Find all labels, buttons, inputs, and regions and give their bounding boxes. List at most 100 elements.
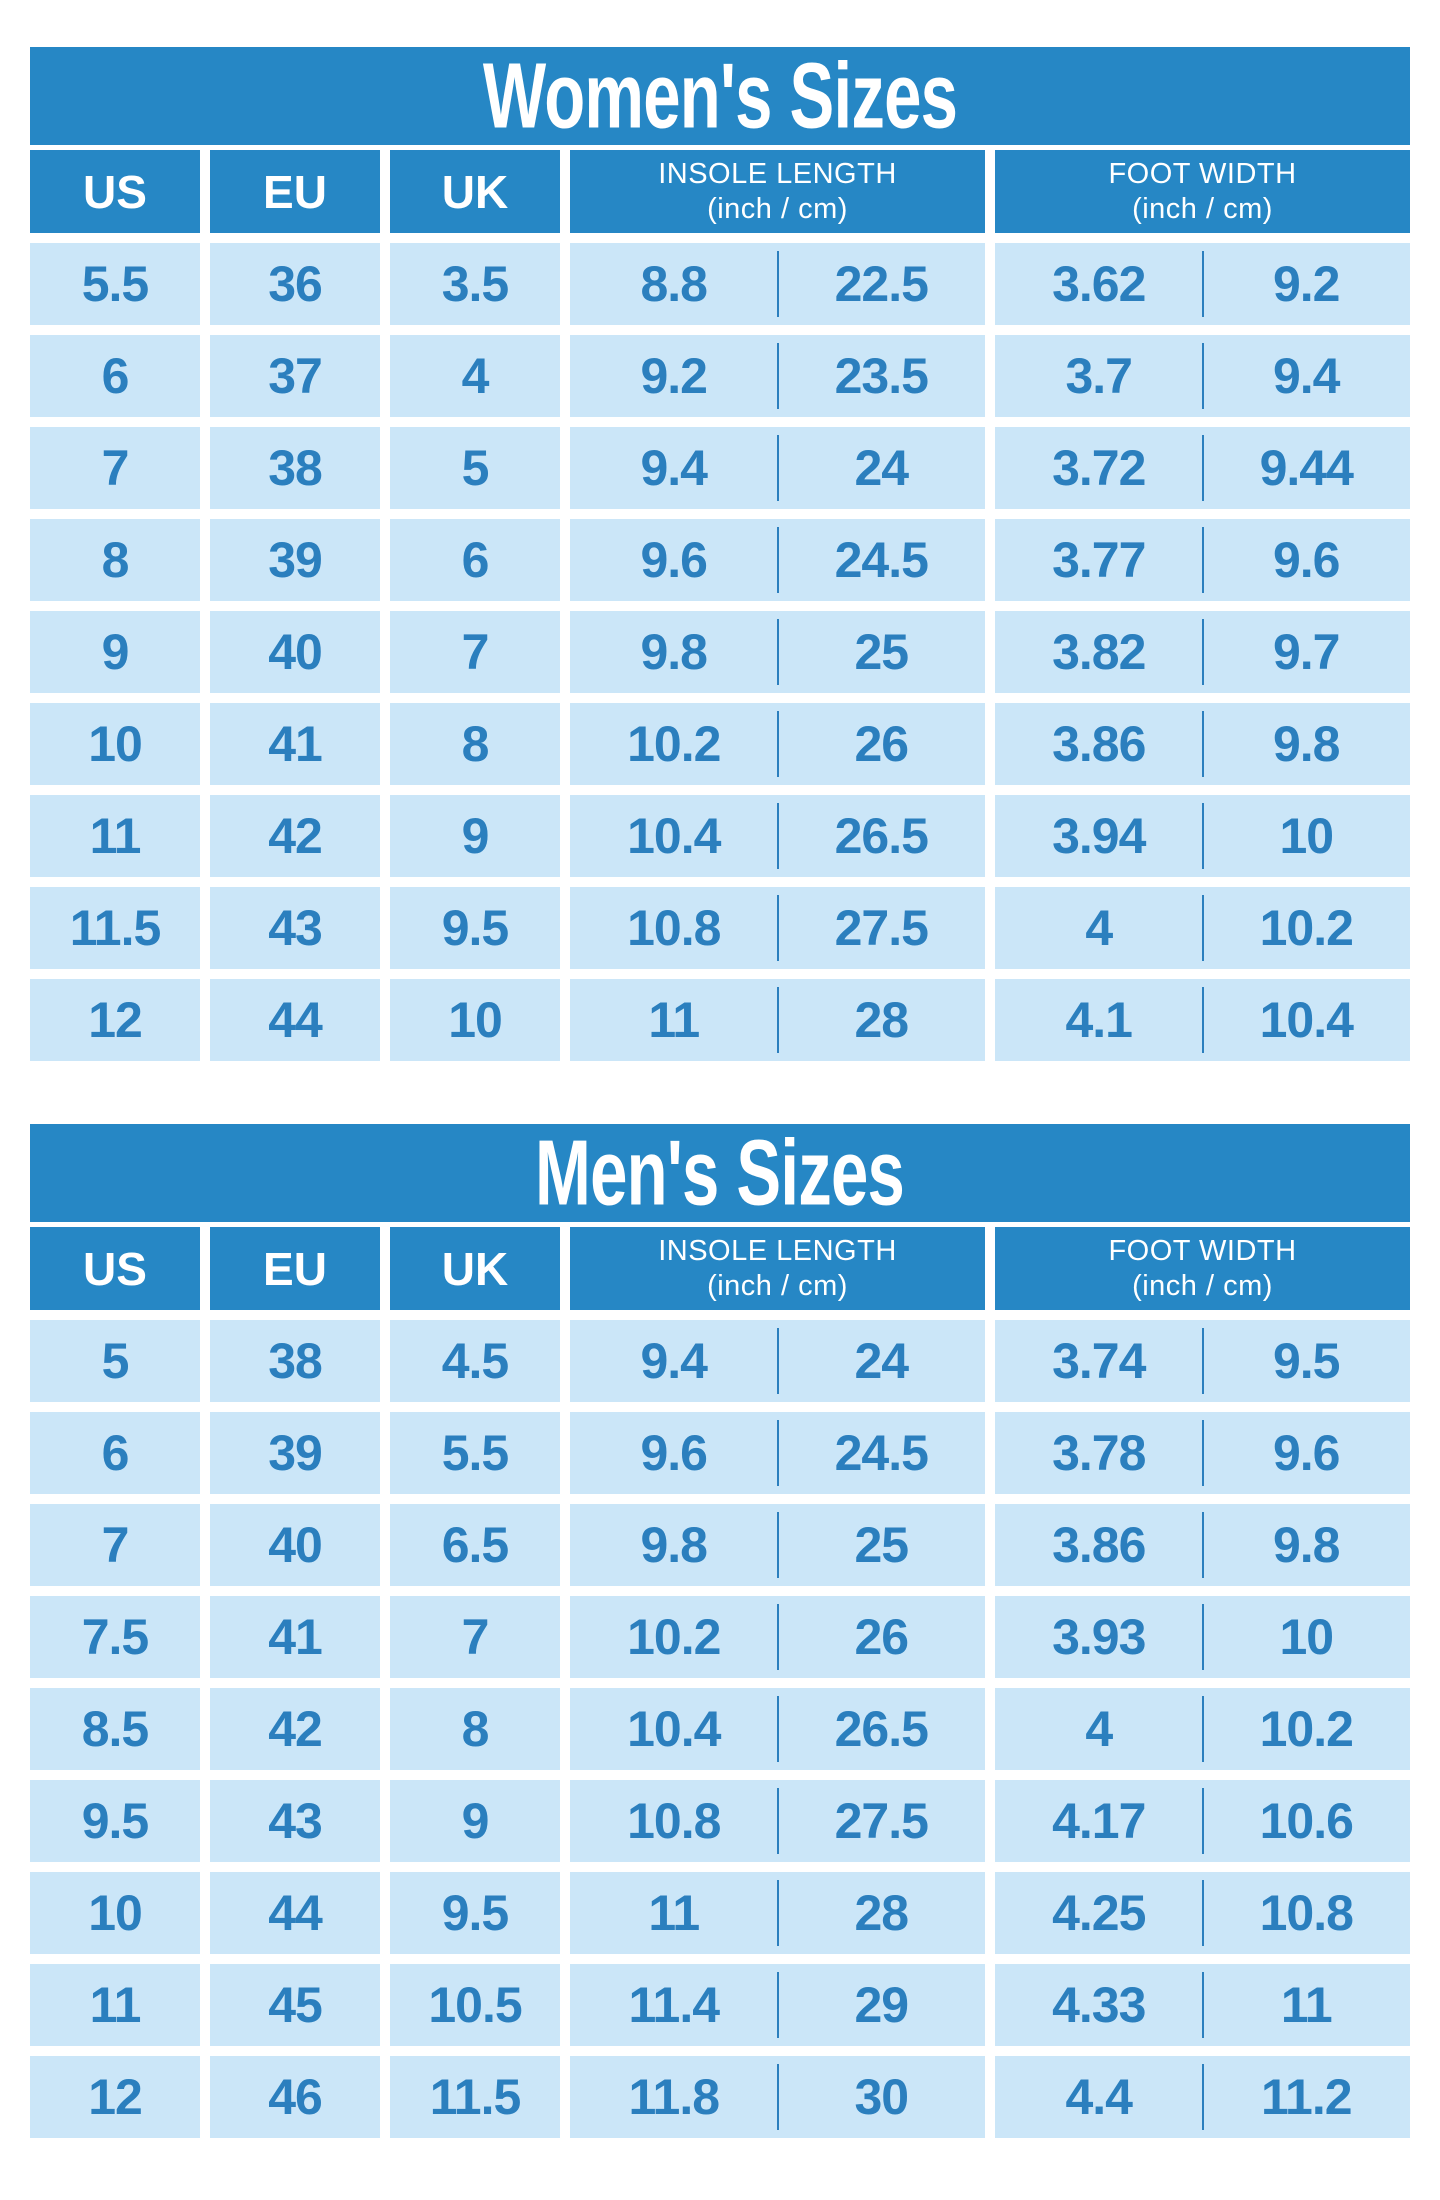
eu-size-cell: 43 xyxy=(210,1780,380,1862)
table-row: 9.5 43 9 10.8 27.5 4.17 10.6 xyxy=(30,1780,1410,1862)
insole-cm-value: 24.5 xyxy=(834,1425,929,1481)
table-row: 5.5 36 3.5 8.8 22.5 3.62 9.2 xyxy=(30,243,1410,325)
uk-column-header: UK xyxy=(390,1227,560,1310)
eu-size-cell: 45 xyxy=(210,1964,380,2046)
foot-width-unit: (inch / cm) xyxy=(1132,1269,1273,1302)
insole-length-cell: 10.2 26 xyxy=(570,1596,985,1678)
eu-size-cell: 40 xyxy=(210,611,380,693)
table-row: 11.5 43 9.5 10.8 27.5 4 10.2 xyxy=(30,887,1410,969)
insole-length-cell: 9.4 24 xyxy=(570,427,985,509)
insole-length-cell: 9.8 25 xyxy=(570,611,985,693)
insole-length-cell: 11.4 29 xyxy=(570,1964,985,2046)
foot-width-cell: 4.17 10.6 xyxy=(995,1780,1410,1862)
us-size-cell: 7.5 xyxy=(30,1596,200,1678)
foot-width-inch-value: 3.86 xyxy=(1052,1517,1146,1573)
foot-width-cell: 3.82 9.7 xyxy=(995,611,1410,693)
uk-size-cell: 3.5 xyxy=(390,243,560,325)
insole-inch-value: 9.6 xyxy=(640,1425,708,1481)
insole-inch-value: 10.4 xyxy=(627,1701,721,1757)
uk-size-cell: 4.5 xyxy=(390,1320,560,1402)
us-size-cell: 6 xyxy=(30,1412,200,1494)
insole-inch-value: 9.4 xyxy=(640,440,708,496)
insole-length-column-header: INSOLE LENGTH (inch / cm) xyxy=(570,150,985,233)
eu-size-cell: 39 xyxy=(210,519,380,601)
table-row: 5 38 4.5 9.4 24 3.74 9.5 xyxy=(30,1320,1410,1402)
foot-width-inch-value: 4 xyxy=(1085,1701,1113,1757)
womens-table-header-row: US EU UK INSOLE LENGTH (inch / cm) FOOT … xyxy=(30,150,1410,233)
foot-width-unit: (inch / cm) xyxy=(1132,192,1273,225)
foot-width-cell: 3.77 9.6 xyxy=(995,519,1410,601)
uk-size-cell: 11.5 xyxy=(390,2056,560,2138)
eu-size-cell: 40 xyxy=(210,1504,380,1586)
us-size-cell: 8.5 xyxy=(30,1688,200,1770)
table-row: 10 41 8 10.2 26 3.86 9.8 xyxy=(30,703,1410,785)
foot-width-cm-value: 9.2 xyxy=(1272,256,1341,312)
foot-width-inch-value: 3.72 xyxy=(1052,440,1146,496)
foot-width-cm-value: 11.2 xyxy=(1260,2069,1353,2125)
foot-width-cell: 3.93 10 xyxy=(995,1596,1410,1678)
insole-cm-value: 27.5 xyxy=(834,900,929,956)
us-size-cell: 6 xyxy=(30,335,200,417)
foot-width-cell: 3.74 9.5 xyxy=(995,1320,1410,1402)
us-column-header: US xyxy=(30,1227,200,1310)
foot-width-cell: 3.78 9.6 xyxy=(995,1412,1410,1494)
insole-inch-value: 11 xyxy=(648,1885,700,1941)
insole-inch-value: 9.8 xyxy=(640,624,708,680)
table-row: 11 45 10.5 11.4 29 4.33 11 xyxy=(30,1964,1410,2046)
foot-width-inch-value: 3.77 xyxy=(1052,532,1146,588)
foot-width-cm-value: 10 xyxy=(1279,1609,1334,1665)
eu-size-cell: 46 xyxy=(210,2056,380,2138)
foot-width-cell: 4 10.2 xyxy=(995,887,1410,969)
us-size-cell: 12 xyxy=(30,979,200,1061)
uk-size-cell: 8 xyxy=(390,703,560,785)
uk-size-cell: 7 xyxy=(390,1596,560,1678)
foot-width-cell: 4 10.2 xyxy=(995,1688,1410,1770)
insole-cm-value: 23.5 xyxy=(834,348,929,404)
insole-length-cell: 11 28 xyxy=(570,1872,985,1954)
eu-size-cell: 43 xyxy=(210,887,380,969)
table-row: 12 44 10 11 28 4.1 10.4 xyxy=(30,979,1410,1061)
womens-table-title: Women's Sizes xyxy=(482,43,958,148)
eu-size-cell: 41 xyxy=(210,1596,380,1678)
insole-length-label: INSOLE LENGTH xyxy=(658,157,897,190)
uk-size-cell: 9.5 xyxy=(390,1872,560,1954)
foot-width-inch-value: 3.82 xyxy=(1052,624,1146,680)
foot-width-cell: 4.1 10.4 xyxy=(995,979,1410,1061)
foot-width-cm-value: 10 xyxy=(1279,808,1334,864)
foot-width-cm-value: 9.44 xyxy=(1259,440,1354,496)
insole-length-label: INSOLE LENGTH xyxy=(658,1234,897,1267)
eu-size-cell: 38 xyxy=(210,1320,380,1402)
insole-length-column-header: INSOLE LENGTH (inch / cm) xyxy=(570,1227,985,1310)
foot-width-cell: 3.72 9.44 xyxy=(995,427,1410,509)
insole-length-unit: (inch / cm) xyxy=(707,192,848,225)
eu-size-cell: 42 xyxy=(210,1688,380,1770)
insole-cm-value: 24 xyxy=(854,1333,909,1389)
foot-width-cell: 4.33 11 xyxy=(995,1964,1410,2046)
foot-width-cm-value: 10.2 xyxy=(1259,1701,1354,1757)
foot-width-cm-value: 10.4 xyxy=(1259,992,1354,1048)
uk-size-cell: 9 xyxy=(390,795,560,877)
insole-inch-value: 10.4 xyxy=(627,808,721,864)
insole-length-cell: 10.2 26 xyxy=(570,703,985,785)
us-column-header: US xyxy=(30,150,200,233)
insole-length-cell: 10.8 27.5 xyxy=(570,887,985,969)
insole-length-unit: (inch / cm) xyxy=(707,1269,848,1302)
foot-width-cm-value: 10.2 xyxy=(1259,900,1354,956)
us-size-cell: 8 xyxy=(30,519,200,601)
foot-width-inch-value: 3.78 xyxy=(1052,1425,1146,1481)
insole-cm-value: 22.5 xyxy=(834,256,929,312)
table-row: 11 42 9 10.4 26.5 3.94 10 xyxy=(30,795,1410,877)
insole-cm-value: 26.5 xyxy=(834,1701,929,1757)
foot-width-inch-value: 3.93 xyxy=(1052,1609,1146,1665)
womens-table-rows: 5.5 36 3.5 8.8 22.5 3.62 9.2 6 37 4 9.2 … xyxy=(30,243,1410,1061)
uk-size-cell: 4 xyxy=(390,335,560,417)
eu-size-cell: 36 xyxy=(210,243,380,325)
foot-width-cm-value: 9.4 xyxy=(1272,348,1341,404)
us-size-cell: 12 xyxy=(30,2056,200,2138)
uk-size-cell: 7 xyxy=(390,611,560,693)
mens-size-table: Men's Sizes US EU UK INSOLE LENGTH (inch… xyxy=(30,1121,1410,2138)
table-row: 7 40 6.5 9.8 25 3.86 9.8 xyxy=(30,1504,1410,1586)
foot-width-inch-value: 4.1 xyxy=(1065,992,1133,1048)
uk-size-cell: 5 xyxy=(390,427,560,509)
table-row: 8 39 6 9.6 24.5 3.77 9.6 xyxy=(30,519,1410,601)
